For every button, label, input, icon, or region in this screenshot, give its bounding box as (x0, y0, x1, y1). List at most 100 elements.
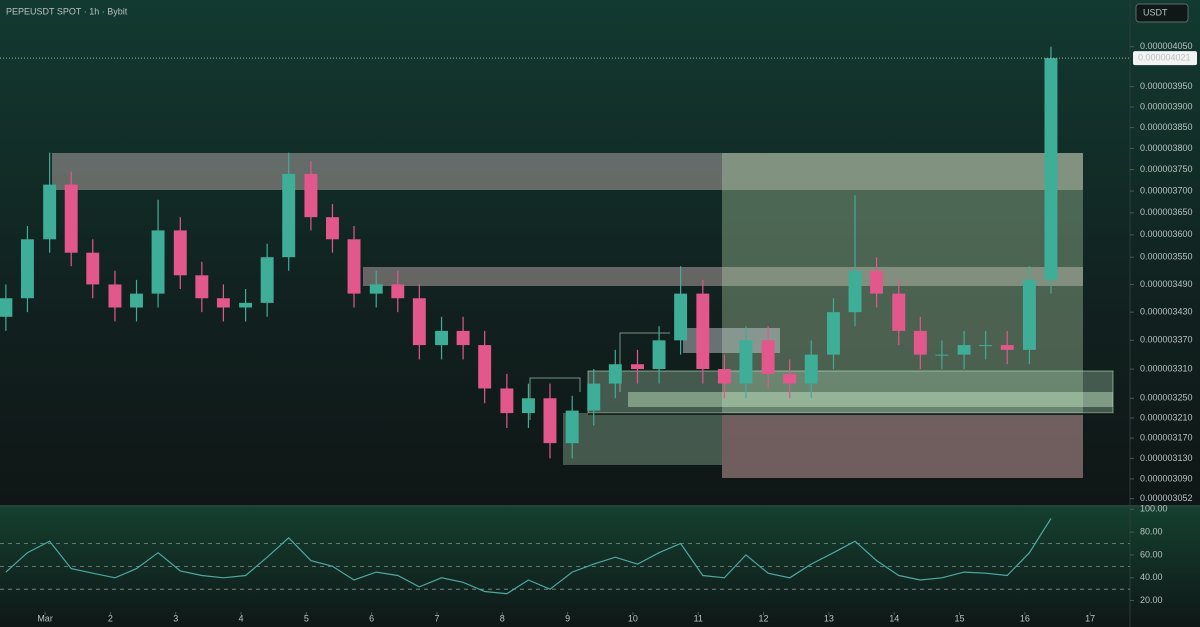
x-tick-label: 8 (500, 613, 505, 623)
y-tick-label: 0.000003090 (1140, 473, 1193, 483)
zone (52, 153, 1083, 190)
y-tick-label: 100.00 (1140, 504, 1168, 514)
candle-body (739, 340, 753, 384)
candle-body (43, 184, 57, 240)
candle-body (151, 230, 165, 294)
x-tick-label: 10 (628, 613, 638, 623)
y-tick-label: 0.000003650 (1140, 207, 1193, 217)
y-tick-label: 0.000003310 (1140, 363, 1193, 373)
unit-box[interactable] (1135, 3, 1189, 23)
candle-body (674, 293, 688, 341)
y-tick-label: 20.00 (1140, 595, 1163, 605)
candle-body (587, 383, 601, 411)
y-tick-label: 0.000003750 (1140, 164, 1193, 174)
rsi-line (5, 518, 1052, 595)
zone (363, 267, 1083, 286)
candle-body (108, 284, 122, 308)
candle-body (304, 173, 318, 218)
x-tick-label: 15 (955, 613, 965, 623)
candle-body (870, 270, 884, 294)
x-tick-label: 2 (108, 613, 113, 623)
x-tick-label: 14 (889, 613, 899, 623)
candle-body (369, 284, 383, 294)
candle-body (260, 257, 274, 303)
candle-body (979, 345, 993, 347)
x-tick-label: 17 (1085, 613, 1095, 623)
y-tick-label: 0.000003210 (1140, 412, 1193, 422)
x-tick-label: 3 (173, 613, 178, 623)
y-tick-label: 60.00 (1140, 549, 1163, 559)
y-tick-label: 0.000003490 (1140, 279, 1193, 289)
last-price-box (1133, 51, 1197, 66)
y-tick-label: 0.000003130 (1140, 453, 1193, 463)
candle-body (1000, 345, 1014, 350)
candle-body (86, 252, 100, 285)
candle-body (435, 330, 449, 346)
y-tick-label: 0.000003170 (1140, 432, 1193, 442)
candle-body (543, 398, 557, 444)
x-tick-label: 4 (239, 613, 244, 623)
candle-body (761, 340, 775, 374)
y-tick-label: 0.000003370 (1140, 335, 1193, 345)
x-tick-label: 16 (1020, 613, 1030, 623)
y-tick-label: 0.000004050 (1140, 41, 1193, 51)
candle-body (652, 340, 666, 370)
y-tick-label: 0.000003600 (1140, 229, 1193, 239)
y-tick-label: 0.000003850 (1140, 122, 1193, 132)
x-tick-label: 5 (304, 613, 309, 623)
y-tick-label: 40.00 (1140, 572, 1163, 582)
symbol-title: PEPEUSDT SPOT · 1h · Bybit (6, 6, 128, 16)
candle-body (326, 217, 339, 240)
y-tick-label: 0.000003550 (1140, 252, 1193, 262)
y-tick-label: 0.000003700 (1140, 185, 1193, 195)
x-tick-label: 11 (694, 613, 703, 623)
candle-body (1044, 58, 1058, 280)
candle-body (20, 239, 34, 299)
candle-body (608, 364, 622, 384)
candle-body (412, 298, 426, 346)
x-tick-label: 7 (434, 613, 439, 623)
x-tick-label: 6 (369, 613, 374, 623)
candle-body (957, 345, 971, 355)
candle-body (783, 373, 797, 384)
y-tick-label: 80.00 (1140, 526, 1163, 536)
candle-body (565, 410, 579, 444)
candle-body (173, 230, 187, 276)
candle-body (347, 239, 361, 294)
candle-body (478, 345, 492, 389)
zone (628, 392, 1113, 407)
y-tick-label: 0.000003250 (1140, 393, 1193, 403)
main-pane (0, 0, 1200, 505)
candle-body (216, 298, 230, 308)
candle-body (64, 184, 78, 253)
candle-body (826, 312, 840, 355)
unit-label[interactable]: USDT (1143, 7, 1168, 17)
last-price-label: 0.000004021 (1138, 53, 1191, 63)
candle-body (1022, 279, 1036, 350)
candle-body (130, 293, 143, 308)
x-tick-label: 13 (824, 613, 834, 623)
y-tick-label: 0.000003800 (1140, 143, 1193, 153)
candle-body (282, 173, 296, 258)
y-tick-label: 0.000003900 (1140, 101, 1193, 111)
zone (722, 415, 1083, 478)
candle-body (848, 270, 862, 313)
candle-body (804, 354, 818, 384)
zones (52, 153, 1114, 478)
y-tick-label: 0.000003052 (1140, 493, 1193, 503)
candle-body (0, 298, 13, 317)
candle-body (892, 293, 906, 331)
candle-body (717, 369, 731, 384)
candle-body (500, 388, 514, 414)
y-tick-label: 0.000003950 (1140, 81, 1193, 91)
x-tick-label: 12 (759, 613, 769, 623)
x-tick-label: 9 (565, 613, 570, 623)
candle-body (913, 330, 927, 355)
candle-body (631, 364, 644, 370)
zone (563, 413, 722, 465)
rsi-pane (0, 507, 1200, 627)
x-tick-label: Mar (37, 613, 53, 623)
candle-body (456, 330, 470, 346)
candle-body (391, 284, 405, 299)
